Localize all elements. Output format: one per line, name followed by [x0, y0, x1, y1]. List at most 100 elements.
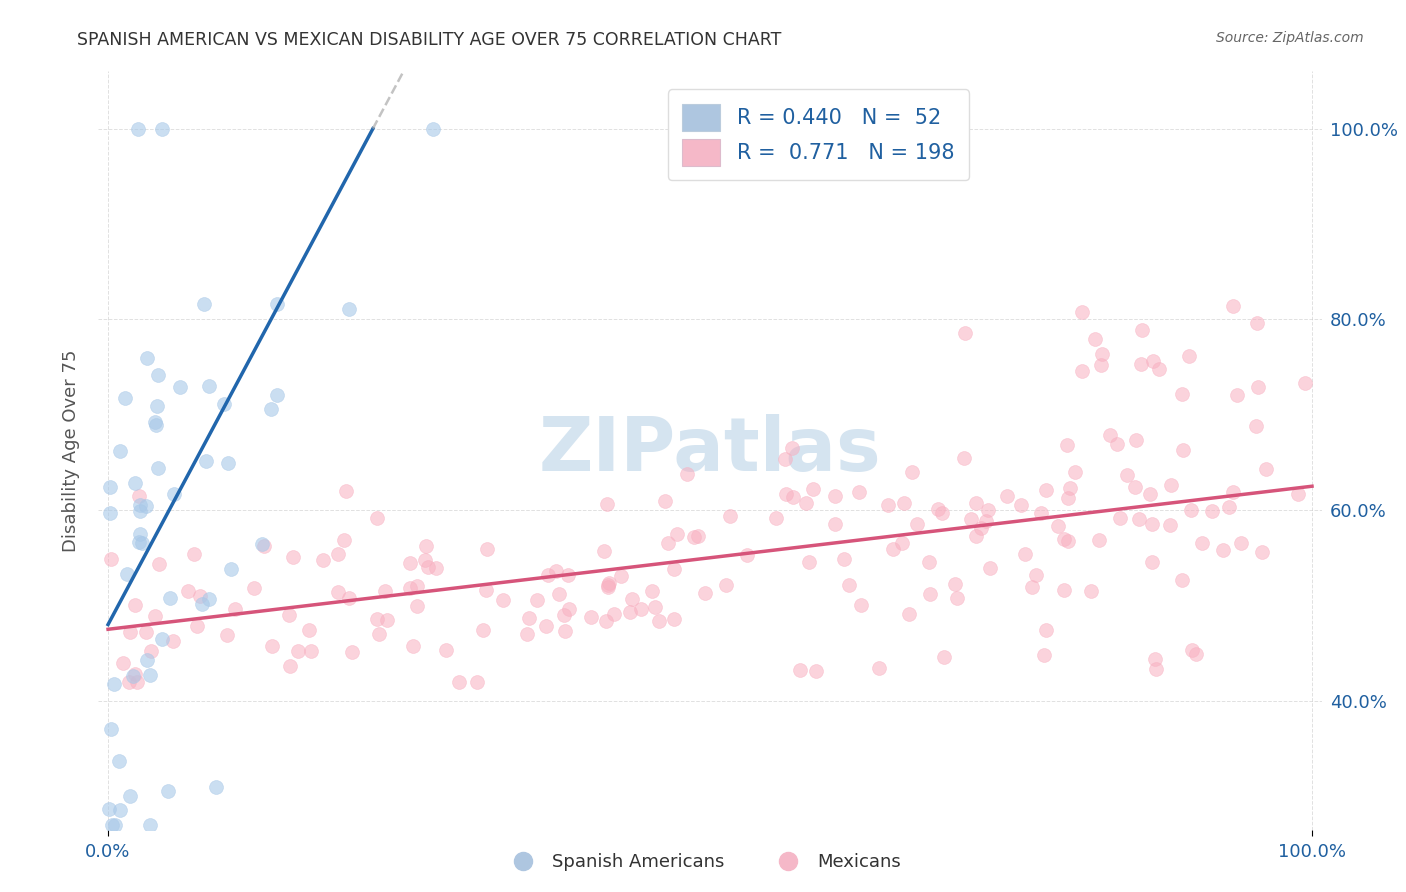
- Point: [197, 592, 219, 607]
- Point: [138, 668, 160, 682]
- Point: [1035, 623, 1057, 637]
- Point: [1294, 376, 1316, 391]
- Point: [186, 619, 208, 633]
- Point: [548, 587, 571, 601]
- Point: [374, 584, 396, 599]
- Point: [191, 597, 214, 611]
- Point: [101, 818, 124, 832]
- Point: [422, 121, 444, 136]
- Point: [1056, 438, 1078, 452]
- Point: [1251, 545, 1274, 559]
- Point: [1046, 518, 1069, 533]
- Point: [665, 526, 688, 541]
- Point: [1142, 517, 1164, 532]
- Point: [146, 400, 169, 414]
- Point: [1130, 323, 1153, 337]
- Point: [797, 556, 820, 570]
- Point: [125, 674, 148, 689]
- Point: [619, 605, 641, 619]
- Point: [1246, 316, 1268, 330]
- Point: [162, 633, 184, 648]
- Point: [281, 549, 304, 564]
- Point: [402, 640, 425, 654]
- Point: [1139, 487, 1161, 501]
- Point: [98, 802, 121, 816]
- Point: [120, 624, 142, 639]
- Point: [918, 555, 941, 569]
- Point: [780, 442, 803, 456]
- Point: [686, 529, 709, 543]
- Point: [1088, 533, 1111, 547]
- Point: [177, 584, 200, 599]
- Point: [111, 656, 134, 670]
- Point: [901, 465, 924, 479]
- Point: [927, 502, 949, 516]
- Point: [143, 609, 166, 624]
- Point: [197, 379, 219, 393]
- Point: [145, 417, 167, 432]
- Point: [662, 612, 685, 626]
- Point: [224, 602, 246, 616]
- Point: [129, 504, 152, 518]
- Point: [108, 443, 131, 458]
- Point: [146, 368, 169, 382]
- Point: [593, 544, 616, 558]
- Point: [1218, 500, 1240, 515]
- Point: [117, 674, 139, 689]
- Point: [193, 297, 215, 311]
- Point: [465, 674, 488, 689]
- Point: [621, 592, 644, 607]
- Point: [516, 627, 538, 641]
- Point: [553, 608, 575, 623]
- Point: [183, 548, 205, 562]
- Point: [98, 480, 121, 494]
- Point: [943, 577, 966, 591]
- Point: [641, 584, 664, 599]
- Y-axis label: Disability Age Over 75: Disability Age Over 75: [62, 349, 80, 552]
- Point: [970, 521, 993, 535]
- Point: [1226, 388, 1249, 402]
- Point: [135, 351, 157, 365]
- Point: [581, 610, 603, 624]
- Point: [100, 722, 122, 736]
- Point: [554, 624, 576, 639]
- Point: [169, 380, 191, 394]
- Point: [1091, 346, 1114, 360]
- Point: [1142, 555, 1164, 569]
- Point: [107, 755, 129, 769]
- Point: [250, 537, 273, 551]
- Point: [1147, 362, 1170, 376]
- Point: [447, 674, 470, 689]
- Point: [676, 467, 699, 481]
- Point: [266, 388, 288, 402]
- Point: [1191, 536, 1213, 550]
- Point: [150, 632, 173, 646]
- Point: [136, 652, 159, 666]
- Point: [214, 397, 236, 411]
- Point: [965, 496, 987, 510]
- Point: [138, 818, 160, 832]
- Point: [1160, 478, 1182, 492]
- Point: [326, 547, 349, 561]
- Point: [434, 643, 457, 657]
- Point: [662, 562, 685, 576]
- Point: [965, 528, 987, 542]
- Point: [824, 516, 846, 531]
- Point: [595, 614, 617, 628]
- Point: [1053, 582, 1076, 597]
- Point: [960, 512, 983, 526]
- Point: [98, 506, 121, 520]
- Point: [413, 553, 436, 567]
- Point: [260, 401, 283, 416]
- Point: [1171, 387, 1194, 401]
- Point: [278, 659, 301, 673]
- Point: [1256, 462, 1278, 476]
- Point: [1029, 506, 1052, 520]
- Point: [128, 489, 150, 503]
- Point: [1123, 480, 1146, 494]
- Point: [129, 527, 152, 541]
- Point: [1180, 503, 1202, 517]
- Point: [773, 451, 796, 466]
- Point: [838, 578, 860, 592]
- Point: [1107, 436, 1129, 450]
